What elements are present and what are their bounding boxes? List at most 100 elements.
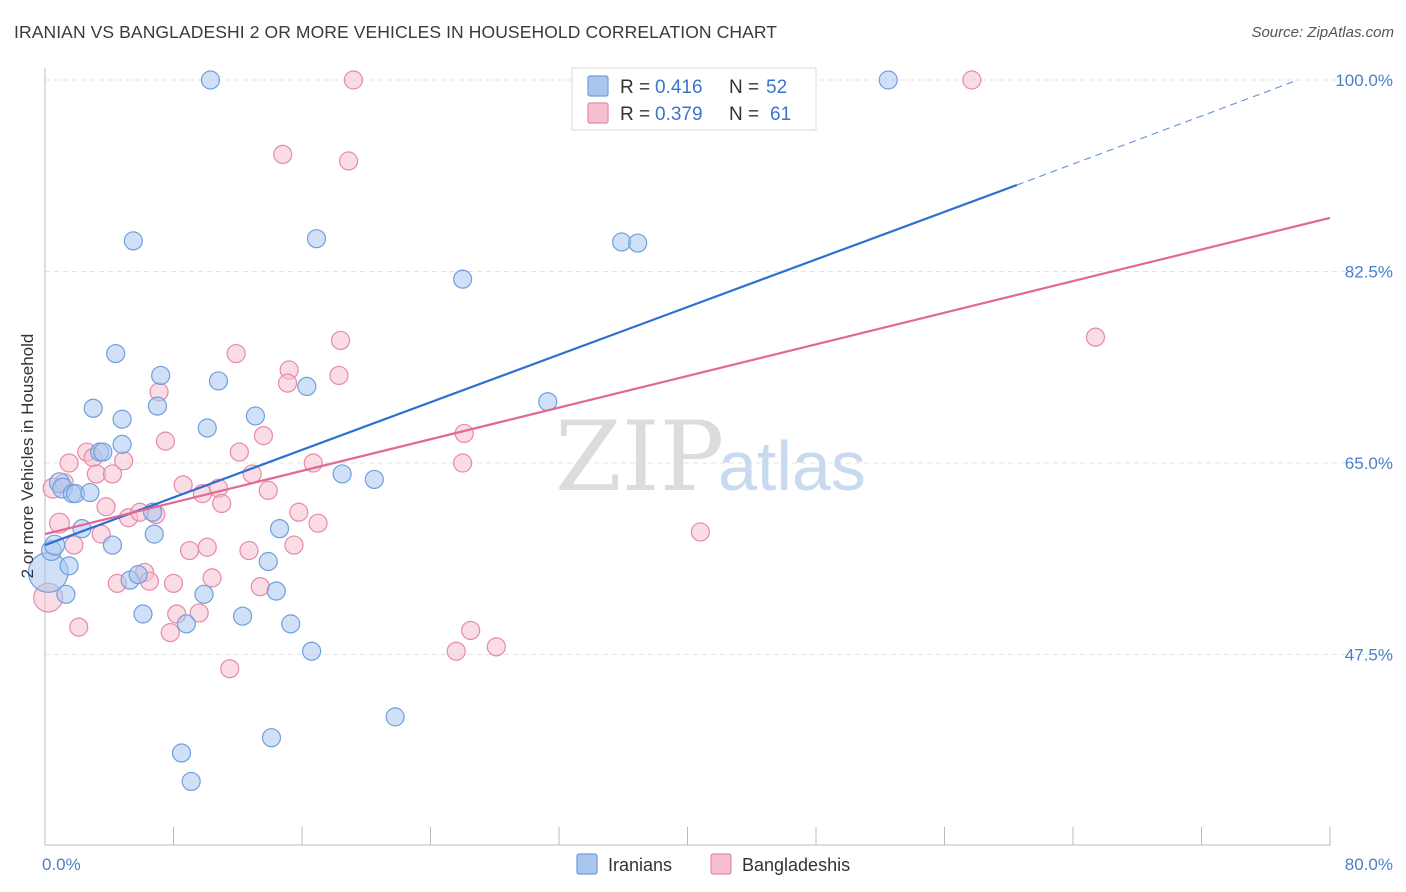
- bangladeshi-point-4: [59, 453, 79, 473]
- bangladeshi-point-43: [277, 373, 298, 393]
- iranian-point-20: [128, 565, 148, 585]
- bangladeshi-point-39: [253, 426, 274, 446]
- iranian-point-48: [612, 232, 632, 252]
- legend-bangladeshi-r-label: R =: [620, 104, 650, 125]
- bangladeshi-point-2: [48, 512, 70, 534]
- bangladeshi-point-38: [250, 577, 270, 597]
- legend-iranian-r-value: 0.416: [655, 77, 703, 98]
- iranian-point-25: [151, 365, 171, 386]
- iranian-point-35: [258, 551, 278, 572]
- watermark-atlas: atlas: [718, 427, 866, 505]
- iranian-point-6: [59, 556, 79, 576]
- bangladeshi-point-32: [212, 493, 232, 514]
- iranian-point-11: [83, 398, 103, 418]
- chart-title: IRANIAN VS BANGLADESHI 2 OR MORE VEHICLE…: [14, 22, 778, 42]
- bangladeshi-point-36: [239, 540, 259, 561]
- iranian-point-28: [181, 771, 201, 792]
- iranian-point-43: [332, 464, 352, 484]
- source-credit: Source: ZipAtlas.com: [1251, 24, 1394, 41]
- bangladeshi-trend-line: [44, 216, 1331, 536]
- bangladeshi-point-41: [273, 144, 293, 165]
- trend-lines: [44, 79, 1331, 547]
- bangladeshi-point-47: [308, 513, 328, 533]
- legend-bangladeshi-n-label: N =: [729, 104, 759, 125]
- axes: [44, 68, 1331, 846]
- iranian-point-45: [385, 707, 405, 727]
- iranian-point-23: [144, 524, 164, 544]
- bangladeshi-point-44: [284, 535, 304, 555]
- legend-iranian-n-label: N =: [729, 77, 759, 98]
- x-tick-label-min: 0.0%: [42, 855, 81, 874]
- bangladeshi-point-52: [446, 641, 466, 661]
- watermark-zip: ZIP: [555, 401, 724, 513]
- bottom-legend-bangladeshi-label: Bangladeshis: [742, 855, 850, 875]
- iranian-point-15: [106, 343, 126, 364]
- iranian-point-17: [112, 409, 132, 429]
- bangladeshi-point-51: [343, 70, 363, 90]
- y-tick-labels: 47.5% 65.0% 82.5% 100.0%: [1335, 71, 1393, 665]
- bangladeshi-point-21: [155, 431, 176, 451]
- grid-lines: [45, 79, 1395, 655]
- bangladeshi-point-48: [329, 365, 349, 386]
- iranian-point-33: [232, 606, 253, 626]
- bottom-legend-bangladeshi-swatch: [710, 853, 732, 875]
- iranian-point-13: [93, 442, 113, 462]
- iranian-trend-extension: [1016, 79, 1299, 186]
- iranian-point-14: [102, 535, 123, 555]
- iranian-point-46: [453, 269, 473, 289]
- iranian-point-30: [197, 418, 217, 438]
- legend-bangladeshi-swatch: [587, 102, 609, 124]
- bangladeshi-point-49: [330, 330, 351, 351]
- y-tick-label-2: 82.5%: [1345, 263, 1393, 282]
- iranian-point-26: [171, 743, 192, 763]
- iranian-point-31: [200, 70, 221, 90]
- bangladeshi-point-35: [229, 442, 249, 462]
- iranian-point-27: [176, 614, 196, 634]
- bottom-legend-iranian-label: Iranians: [608, 855, 672, 875]
- iranian-point-10: [80, 482, 100, 503]
- x-tick-label-max: 80.0%: [1345, 855, 1393, 874]
- iranian-point-38: [269, 519, 290, 539]
- iranian-point-19: [123, 231, 143, 251]
- iranian-point-50: [878, 70, 898, 90]
- bangladeshi-point-34: [226, 343, 246, 364]
- bangladeshi-point-6: [69, 617, 89, 637]
- bangladeshi-point-30: [202, 568, 222, 588]
- iranian-point-41: [302, 641, 322, 661]
- iranian-trend-line: [44, 184, 1018, 547]
- bangladeshi-point-5: [64, 535, 84, 555]
- bottom-legend-iranian-swatch: [576, 853, 598, 875]
- iranian-point-29: [194, 584, 214, 604]
- bangladeshi-point-23: [163, 573, 184, 593]
- y-tick-label-0: 47.5%: [1345, 646, 1393, 665]
- bangladeshi-point-14: [114, 451, 134, 471]
- iranian-point-16: [112, 434, 132, 454]
- bangladeshi-point-58: [962, 70, 982, 90]
- bangladeshi-point-56: [486, 637, 506, 657]
- bangladeshi-point-40: [258, 480, 278, 500]
- y-tick-label-1: 65.0%: [1345, 454, 1393, 473]
- legend-iranian-n-value: 52: [766, 77, 787, 98]
- iranian-point-5: [56, 584, 76, 604]
- legend-bangladeshi-r-value: 0.379: [655, 104, 703, 125]
- bangladeshi-point-27: [189, 603, 209, 623]
- iranian-point-49: [628, 233, 648, 253]
- bangladeshi-point-22: [160, 623, 180, 643]
- x-tick-labels: 0.0% 80.0%: [42, 855, 1393, 874]
- iranian-point-37: [266, 581, 286, 601]
- iranian-point-44: [364, 469, 384, 490]
- legend-bangladeshi-n-value: 61: [770, 104, 791, 125]
- y-axis-label: 2 or more Vehicles in Household: [18, 334, 37, 579]
- bangladeshi-point-9: [86, 464, 107, 484]
- bangladeshi-point-45: [289, 502, 309, 522]
- bangladeshi-point-29: [197, 537, 217, 557]
- bangladeshi-point-55: [461, 620, 481, 641]
- iranian-point-42: [306, 229, 327, 249]
- legend-iranian-r-label: R =: [620, 77, 650, 98]
- bangladeshi-point-59: [1085, 327, 1106, 347]
- y-tick-label-3: 100.0%: [1335, 71, 1393, 90]
- iranian-point-39: [281, 614, 301, 634]
- bangladeshi-point-50: [338, 151, 359, 171]
- bangladeshi-point-12: [102, 464, 123, 484]
